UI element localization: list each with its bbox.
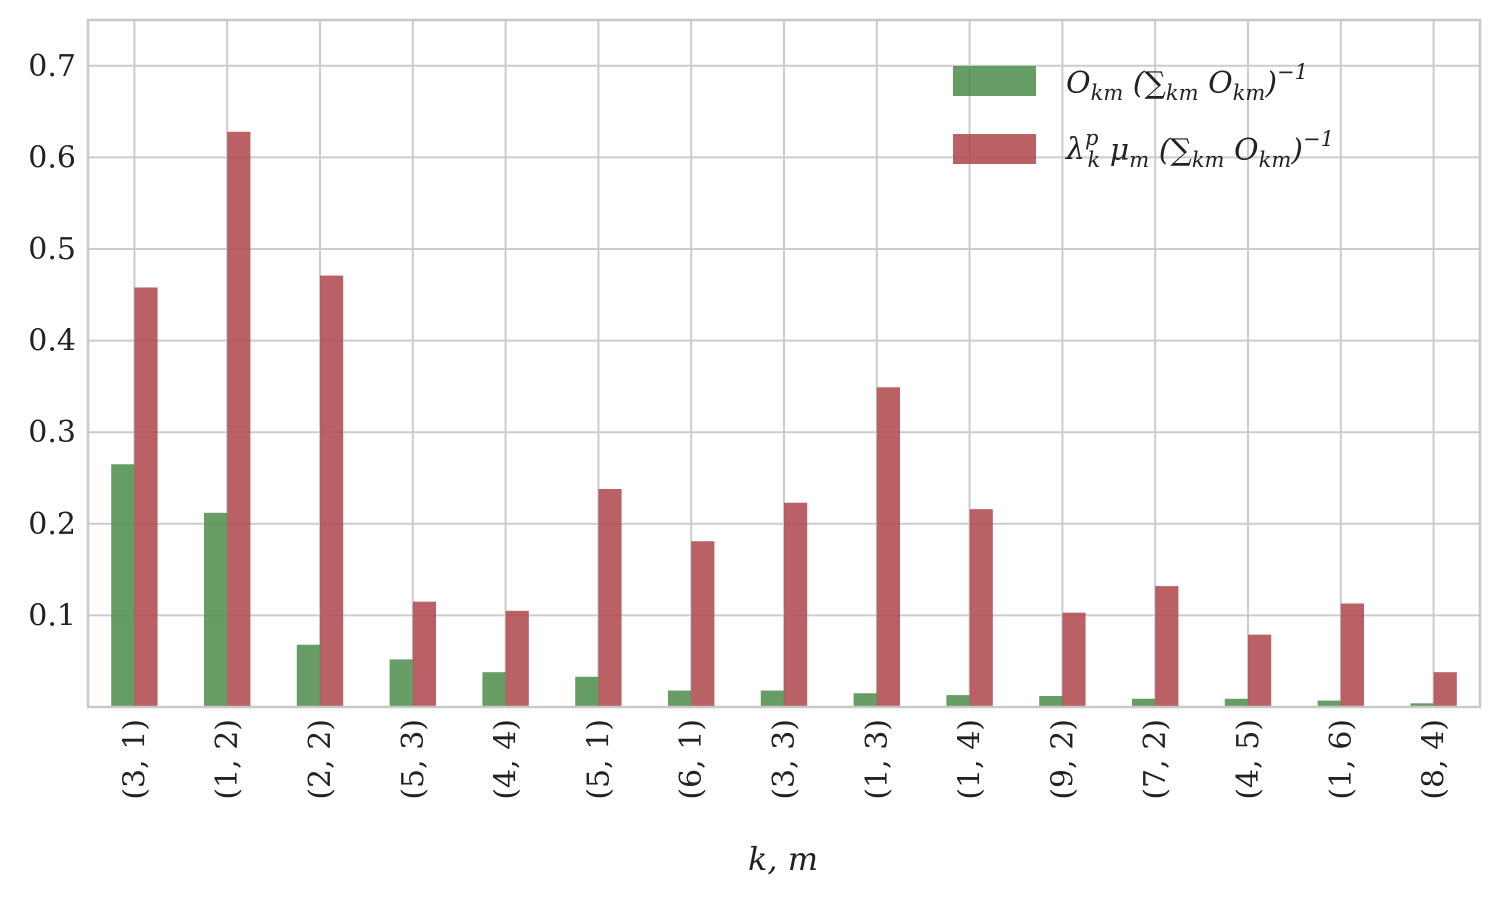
y-tick-label: 0.5	[28, 232, 76, 267]
x-tick-label: (4, 4)	[489, 719, 524, 800]
bar-series-2-5	[505, 610, 529, 707]
bar-series-2-9	[876, 387, 900, 707]
y-tick-label: 0.1	[28, 598, 76, 633]
bars	[111, 131, 1457, 707]
bar-series-2-13	[1248, 634, 1272, 707]
y-tick-label: 0.6	[28, 140, 76, 175]
x-tick-label: (5, 3)	[396, 719, 431, 800]
bar-series-1-2	[204, 512, 228, 707]
bar-series-1-4	[389, 659, 413, 707]
bar-series-2-3	[320, 275, 344, 707]
bar-series-2-11	[1062, 612, 1086, 707]
bar-series-2-1	[134, 287, 158, 707]
bar-series-2-6	[598, 488, 622, 707]
legend-label-series-2: λp k μm (∑km Okm)−1	[1065, 126, 1334, 172]
x-tick-label: (1, 2)	[210, 719, 245, 800]
bar-series-2-4	[412, 601, 436, 707]
x-tick-label: (3, 3)	[767, 719, 802, 800]
bar-series-1-11	[1039, 696, 1063, 707]
y-tick-label: 0.7	[28, 49, 76, 84]
y-tick-label: 0.4	[28, 324, 76, 359]
legend-swatch-series-1	[953, 66, 1036, 96]
x-tick-label: (8, 4)	[1417, 719, 1452, 800]
bar-series-2-7	[691, 541, 715, 707]
bar-series-1-12	[1132, 698, 1156, 707]
x-tick-label: (1, 4)	[953, 719, 988, 800]
bar-series-2-15	[1433, 672, 1457, 707]
bar-series-2-14	[1340, 603, 1364, 707]
x-tick-label: (3, 1)	[117, 719, 152, 800]
bar-series-1-5	[482, 672, 506, 707]
x-axis-title: k, m	[748, 840, 818, 878]
bar-series-2-2	[227, 131, 251, 707]
x-tick-label: (6, 1)	[674, 719, 709, 800]
x-tick-label: (4, 5)	[1231, 719, 1266, 800]
x-tick-label: (7, 2)	[1138, 719, 1173, 800]
x-tick-labels: (3, 1) (1, 2) (2, 2) (5, 3) (4, 4) (5, 1) (6, …	[117, 719, 1451, 800]
legend: Okm (∑km Okm)−1 λp k μm (∑km Okm)−1	[953, 60, 1334, 172]
bar-series-1-15	[1410, 703, 1434, 707]
bar-series-1-9	[853, 693, 877, 707]
y-tick-label: 0.3	[28, 415, 76, 450]
bar-series-1-3	[296, 644, 320, 707]
y-tick-label: 0.2	[28, 507, 76, 542]
legend-label-series-1: Okm (∑km Okm)−1	[1066, 60, 1308, 105]
bar-series-1-1	[111, 464, 135, 707]
bar-series-1-6	[575, 676, 599, 707]
x-tick-label: (1, 3)	[860, 719, 895, 800]
bar-series-1-8	[760, 690, 784, 707]
x-tick-label: (9, 2)	[1045, 719, 1080, 800]
x-tick-label: (1, 6)	[1324, 719, 1359, 800]
bar-series-2-10	[969, 509, 993, 707]
bar-series-2-8	[784, 502, 808, 707]
grid-lines	[88, 20, 1480, 707]
x-tick-label: (2, 2)	[303, 719, 338, 800]
legend-swatch-series-2	[953, 134, 1036, 164]
bar-series-2-12	[1155, 586, 1179, 707]
x-tick-label: (5, 1)	[581, 719, 616, 800]
bar-series-1-14	[1317, 700, 1341, 707]
bar-series-1-7	[668, 690, 692, 707]
bar-series-1-13	[1224, 698, 1248, 707]
bar-series-1-10	[946, 695, 970, 707]
y-tick-labels: 0.1 0.2 0.3 0.4 0.5 0.6 0.7	[28, 49, 76, 634]
plot-frame	[86, 18, 1482, 709]
